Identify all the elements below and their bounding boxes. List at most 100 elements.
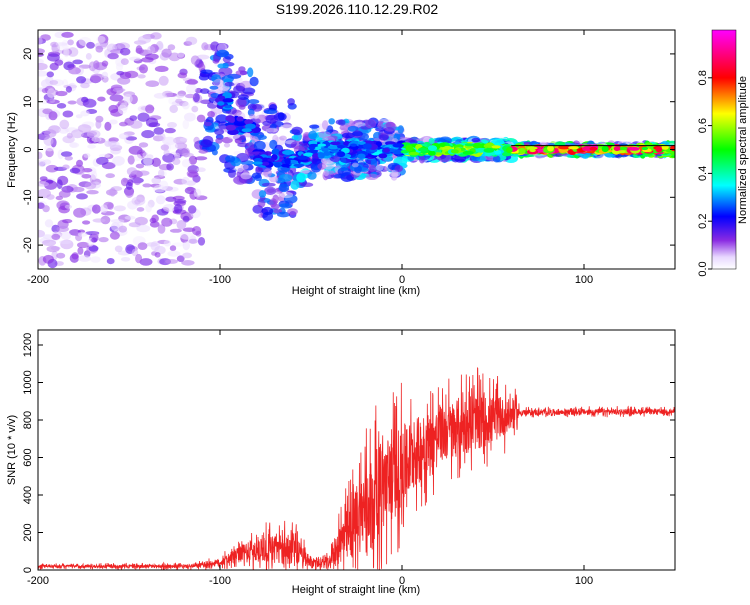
heatmap-cell [38,161,45,167]
heatmap-cell [77,124,92,133]
heatmap-cell [252,172,262,179]
spectrogram-xlabel: Height of straight line (km) [292,285,420,297]
heatmap-cell [270,123,277,129]
heatmap-cell [49,98,56,104]
heatmap-cell [199,88,210,94]
snr-ytick-label: 400 [22,486,34,504]
heatmap-cell [164,127,176,134]
heatmap-cell [45,164,59,173]
heatmap-cell [184,79,199,85]
heatmap-cell [127,155,135,165]
heatmap-cell [69,142,80,148]
heatmap-cell [181,260,195,266]
heatmap-cell [151,177,161,185]
heatmap-cell [167,122,177,128]
heatmap-cell [159,180,169,191]
heatmap-ridge-cell [536,149,544,153]
heatmap-cell [119,102,129,111]
heatmap-cell [269,198,278,208]
heatmap-cell [136,207,145,212]
snr-xtick-label: -200 [27,575,49,587]
heatmap-cell [50,246,61,251]
heatmap-cell [242,87,256,95]
heatmap-cell [137,74,146,79]
heatmap-cell [161,217,173,227]
heatmap-cell [46,88,56,98]
heatmap-ridge-cell [428,150,436,156]
colorbar-gradient [711,29,737,270]
heatmap-ridge-cell [641,146,648,151]
heatmap-cell [279,203,293,209]
heatmap-cell [113,205,126,212]
heatmap-cell [379,134,389,141]
heatmap-cell [207,111,216,118]
heatmap-ridge-cell [529,148,536,153]
heatmap-ridge-cell [252,161,263,165]
heatmap-cell [228,169,236,178]
heatmap-cell [237,94,249,100]
heatmap-ridge-cell [378,153,388,159]
heatmap-cell [157,224,166,234]
heatmap-ridge-cell [475,147,487,153]
heatmap-ridge-cell [228,117,235,123]
heatmap-cell [209,85,219,90]
heatmap-cell [162,153,176,163]
heatmap-cell [176,255,185,262]
heatmap-cell [321,120,329,130]
snr-xtick-label: 100 [575,575,593,587]
heatmap-ridge-cell [405,144,414,152]
heatmap-ridge-cell [217,101,225,106]
heatmap-cell [126,167,138,176]
colorbar-ticks: 0.0 0.2 0.4 0.6 0.8 [697,70,712,277]
heatmap-ridge-cell [224,105,232,109]
heatmap-cell [57,44,70,51]
heatmap-cell [253,140,266,151]
heatmap-cell [194,156,208,161]
heatmap-cell [191,105,199,113]
heatmap-cell [109,231,120,240]
heatmap-cell [143,156,153,166]
heatmap-cell [307,171,317,180]
heatmap-cell [182,241,190,251]
snr-ytick-label: 600 [22,448,34,466]
heatmap-cell [42,205,50,213]
heatmap-cell [129,115,138,121]
heatmap-ridge-cell [317,152,325,159]
heatmap-cell [58,190,71,198]
heatmap-cell [223,142,231,148]
heatmap-ridge-cell [527,146,538,150]
heatmap-cell [147,45,156,54]
heatmap-cell [38,63,48,71]
heatmap-cell [110,219,125,224]
heatmap-cell [257,199,266,208]
heatmap-cell [42,254,55,264]
heatmap-ridge-cell [222,98,234,103]
heatmap-cell [153,92,167,99]
heatmap-cell [101,60,109,67]
heatmap-cell [92,218,106,223]
heatmap-cell [38,70,49,77]
heatmap-cell [182,252,193,259]
heatmap-ridge-cell [618,146,628,151]
heatmap-cell [291,126,303,136]
heatmap-cell [190,55,200,65]
heatmap-cell [145,53,159,60]
heatmap-ridge-cell [303,152,314,157]
heatmap-ridge-cell [462,150,474,155]
heatmap-ridge-cell [225,124,236,131]
heatmap-cell [175,93,185,98]
heatmap-ridge-cell [241,128,252,133]
heatmap-cell [77,241,90,249]
heatmap-cell [88,61,97,72]
heatmap-cell [279,135,287,141]
heatmap-cell [77,247,84,255]
heatmap-cell [91,237,98,243]
heatmap-cell [42,239,57,246]
heatmap-cell [112,87,126,93]
heatmap-cell [54,59,64,66]
heatmap-cell [169,228,182,233]
heatmap-cell [142,152,149,158]
